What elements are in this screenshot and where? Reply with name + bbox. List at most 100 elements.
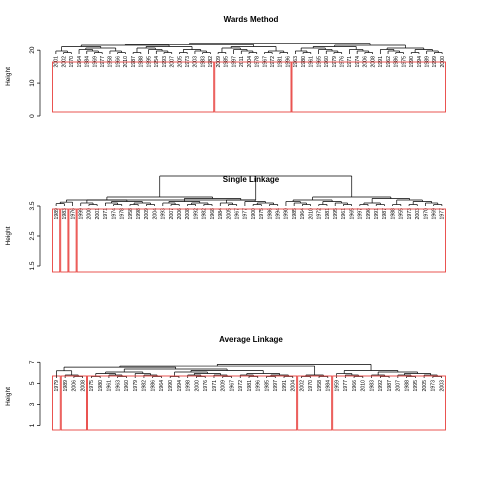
leaf-label: 2003 <box>439 380 445 392</box>
leaf-label: 1997 <box>358 208 364 220</box>
leaf-label: 1964 <box>300 208 306 220</box>
leaf-label: 1986 <box>150 380 156 392</box>
leaf-label: 1998 <box>136 208 142 220</box>
leaf-label: 1955 <box>399 208 405 220</box>
leaf-label: 1985 <box>264 380 270 392</box>
cluster-box <box>60 208 69 273</box>
leaf-label: 1996 <box>366 208 372 220</box>
cluster-box <box>297 375 333 431</box>
leaf-label: 1998 <box>186 380 192 392</box>
leaf-label: 1978 <box>120 208 126 220</box>
leaf-label: 1994 <box>276 208 282 220</box>
y-tick-label: 0 <box>29 114 36 118</box>
cluster-box <box>76 208 446 273</box>
y-axis-label: Height <box>5 226 12 245</box>
leaf-label: 1982 <box>202 208 208 220</box>
leaf-label: 2007 <box>396 380 402 392</box>
leaf-label: 2007 <box>169 208 175 220</box>
leaf-label: 1958 <box>128 208 134 220</box>
leaf-label: 1994 <box>177 380 183 392</box>
leaf-label: 2004 <box>152 208 158 220</box>
cluster-box <box>332 375 446 431</box>
leaf-label: 1973 <box>431 380 437 392</box>
y-tick-label: 7 <box>29 360 36 364</box>
leaf-label: 1961 <box>107 380 113 392</box>
leaf-label: 1974 <box>111 208 117 220</box>
leaf-label: 1989 <box>54 208 60 220</box>
leaf-label: 1992 <box>378 380 384 392</box>
leaf-label: 1980 <box>98 380 104 392</box>
leaf-label: 2004 <box>291 380 297 392</box>
leaf-label: 1975 <box>259 208 265 220</box>
leaf-label: 1989 <box>63 380 69 392</box>
leaf-label: 2001 <box>95 208 101 220</box>
cluster-box <box>52 208 61 273</box>
leaf-label: 1986 <box>267 208 273 220</box>
y-tick-label: 3 <box>29 402 36 406</box>
y-axis-label: Height <box>5 387 12 406</box>
leaf-label: 1990 <box>284 208 290 220</box>
y-tick-label: 1.5 <box>29 261 36 270</box>
leaf-label: 2000 <box>194 380 200 392</box>
leaf-label: 1959 <box>334 380 340 392</box>
leaf-label: 1982 <box>142 380 148 392</box>
y-axis-label: Height <box>5 67 12 86</box>
leaf-label: 2005 <box>226 208 232 220</box>
leaf-label: 2005 <box>422 380 428 392</box>
y-tick-label: 1 <box>29 423 36 427</box>
leaf-label: 2008 <box>185 208 191 220</box>
leaf-label: 1966 <box>352 380 358 392</box>
cluster-box <box>87 375 298 431</box>
leaf-label: 1963 <box>115 380 121 392</box>
panel-title: Average Linkage <box>219 335 283 344</box>
leaf-label: 1976 <box>203 380 209 392</box>
y-tick-label: 3.5 <box>29 201 36 210</box>
leaf-label: 2008 <box>80 380 86 392</box>
panel-title: Single Linkage <box>223 175 280 184</box>
leaf-label: 1990 <box>168 380 174 392</box>
leaf-label: 1977 <box>343 380 349 392</box>
leaf-label: 2006 <box>177 208 183 220</box>
leaf-label: 1972 <box>317 208 323 220</box>
leaf-label: 1997 <box>273 380 279 392</box>
leaf-label: 1995 <box>333 208 339 220</box>
leaf-label: 1988 <box>404 380 410 392</box>
cluster-box <box>52 61 215 113</box>
leaf-label: 1969 <box>431 208 437 220</box>
leaf-label: 1993 <box>161 208 167 220</box>
leaf-label: 1981 <box>247 380 253 392</box>
leaf-label: 2011 <box>239 56 245 67</box>
leaf-label: 1970 <box>423 208 429 220</box>
leaf-label: 1984 <box>326 380 332 392</box>
leaf-label: 1977 <box>243 208 249 220</box>
cluster-box <box>214 61 292 113</box>
y-tick-label: 10 <box>29 79 36 87</box>
leaf-label: 2010 <box>361 380 367 392</box>
panel-title: Wards Method <box>224 15 279 24</box>
leaf-label: 1958 <box>317 380 323 392</box>
leaf-label: 2002 <box>299 380 305 392</box>
leaf-label: 2009 <box>144 208 150 220</box>
leaf-label: 1976 <box>70 208 76 220</box>
cluster-box <box>60 375 87 431</box>
leaf-label: 2003 <box>415 208 421 220</box>
leaf-label: 1967 <box>229 380 235 392</box>
leaf-label: 1987 <box>387 380 393 392</box>
leaf-label: 1979 <box>54 380 60 392</box>
leaf-label: 1988 <box>390 208 396 220</box>
leaf-label: 1991 <box>282 380 288 392</box>
leaf-label: 1996 <box>256 380 262 392</box>
leaf-label: 2000 <box>87 208 93 220</box>
leaf-label: 1900 <box>251 208 257 220</box>
leaf-label: 1981 <box>325 208 331 220</box>
y-tick-label: 20 <box>29 46 36 54</box>
y-tick-label: 5 <box>29 381 36 385</box>
leaf-label: 2010 <box>308 208 314 220</box>
leaf-label: 1985 <box>292 208 298 220</box>
leaf-label: 1971 <box>212 380 218 392</box>
leaf-label: 1965 <box>349 208 355 220</box>
leaf-label: 1999 <box>79 208 85 220</box>
